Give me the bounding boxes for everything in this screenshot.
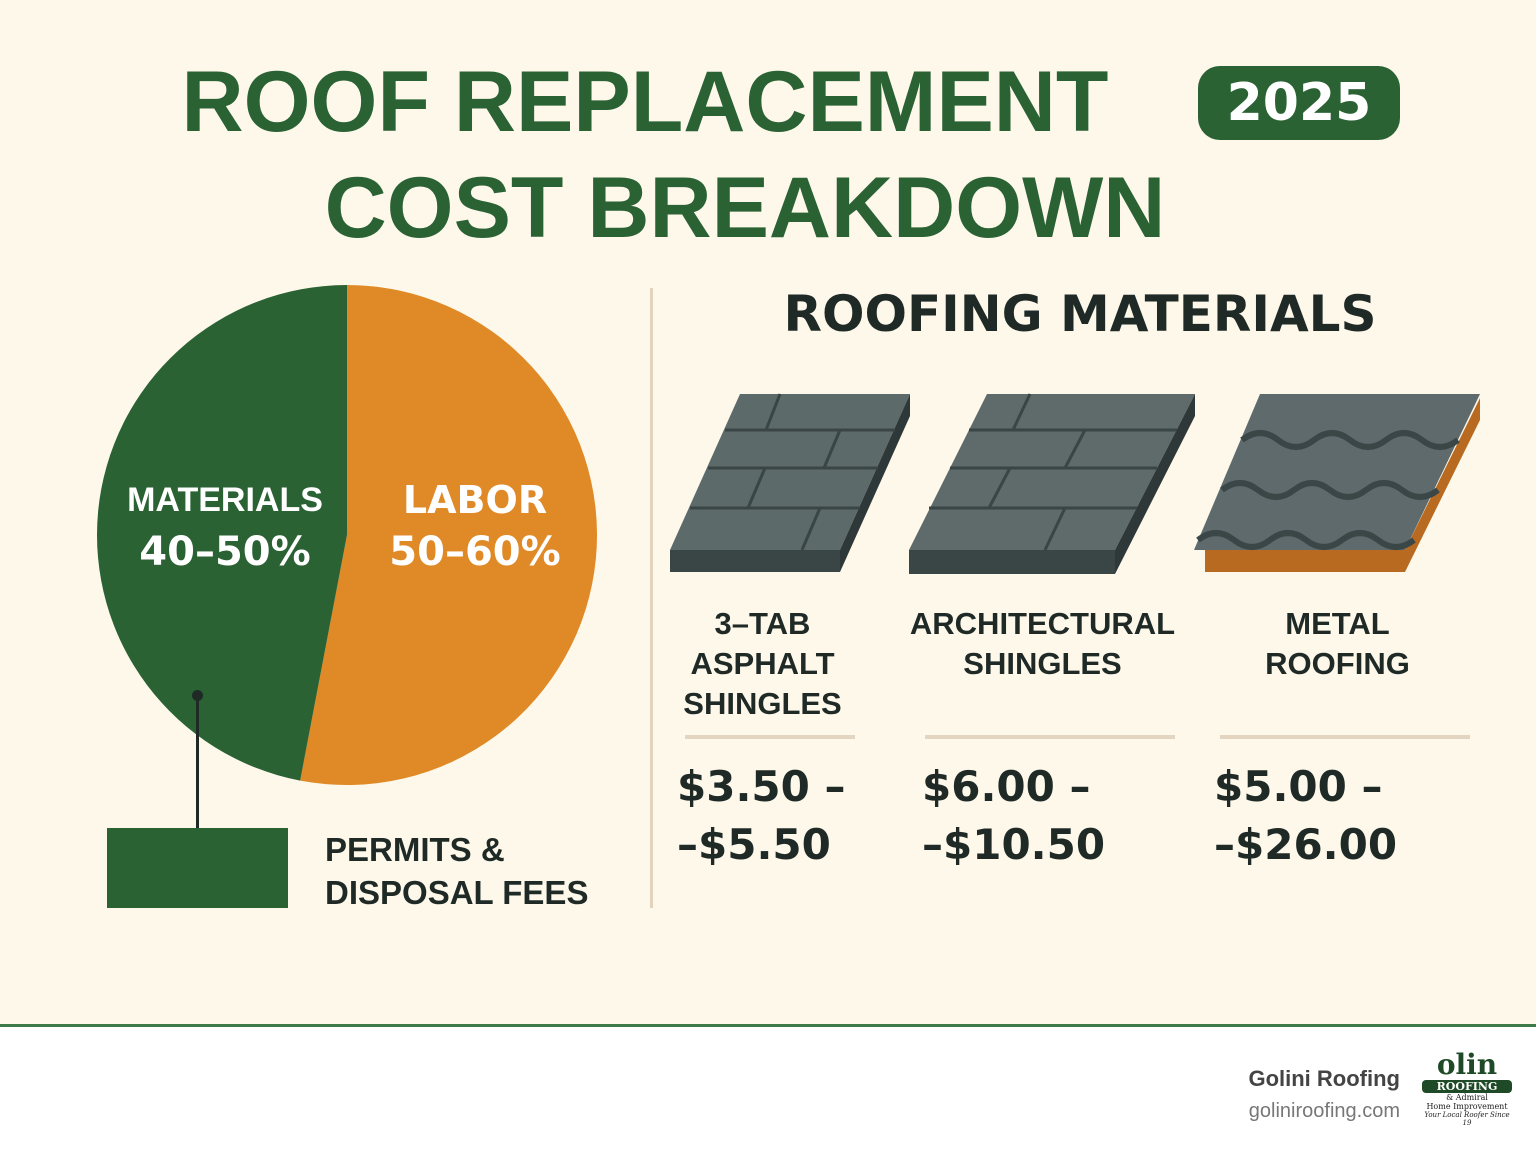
material-name-line: SHINGLES [683, 686, 842, 721]
company-logo: olin ROOFING & Admiral Home Improvement Y… [1422, 1050, 1512, 1127]
material-name-line: METAL [1285, 606, 1390, 641]
material-price-line: –$26.00 [1214, 820, 1398, 869]
materials-range: 40–50% [139, 529, 311, 575]
material-price-line: $6.00 – [922, 762, 1091, 811]
material-price-line: $5.00 – [1214, 762, 1383, 811]
materials-heading: ROOFING MATERIALS [783, 285, 1377, 343]
material-divider [925, 735, 1175, 739]
legend-label-line2: DISPOSAL FEES [325, 874, 589, 911]
materials-label: MATERIALS [127, 481, 323, 519]
legend-line [196, 695, 199, 830]
pie-label-labor: LABOR 50–60% [365, 474, 585, 578]
cost-pie-chart [96, 285, 597, 785]
title-line-2: COST BREAKDOWN [324, 160, 1166, 256]
pie-slice-labor [300, 285, 597, 785]
legend-swatch-permits [107, 828, 288, 908]
labor-label: LABOR [402, 478, 548, 522]
legend-label-line1: PERMITS & [325, 831, 505, 868]
material-price-line: $3.50 – [677, 762, 846, 811]
pie-label-materials: MATERIALS 40–50% [105, 474, 345, 578]
legend-label-permits: PERMITS & DISPOSAL FEES [325, 828, 588, 914]
metal-roof-icon [1194, 394, 1480, 572]
material-name-line: ROOFING [1265, 646, 1410, 681]
three-tab-shingle-icon [670, 393, 910, 572]
footer-website[interactable]: goliniroofing.com [1248, 1100, 1400, 1122]
material-name: ARCHITECTURAL SHINGLES [905, 604, 1180, 684]
material-name-line: SHINGLES [963, 646, 1122, 681]
footer [0, 1024, 1536, 1154]
material-name-line: 3–TAB [714, 606, 811, 641]
material-price: $3.50 – –$5.50 [677, 758, 845, 874]
pie-slice-materials [96, 285, 348, 781]
material-price: $5.00 – –$26.00 [1214, 758, 1397, 874]
material-price: $6.00 – –$10.50 [922, 758, 1105, 874]
architectural-shingle-icon [909, 393, 1195, 574]
material-name: 3–TAB ASPHALT SHINGLES [665, 604, 860, 724]
material-price-line: –$10.50 [922, 820, 1106, 869]
material-divider [685, 735, 855, 739]
material-name-line: ARCHITECTURAL [909, 606, 1176, 641]
labor-range: 50–60% [389, 529, 561, 575]
material-divider [1220, 735, 1470, 739]
material-name: METAL ROOFING [1200, 604, 1475, 684]
year-badge: 2025 [1198, 66, 1400, 140]
footer-company: Golini Roofing [1248, 1066, 1400, 1091]
title-line-1: ROOF REPLACEMENT [181, 54, 1109, 150]
material-price-line: –$5.50 [677, 820, 831, 869]
divider [650, 288, 653, 908]
legend-dot [192, 690, 203, 701]
material-name-line: ASPHALT [690, 646, 835, 681]
